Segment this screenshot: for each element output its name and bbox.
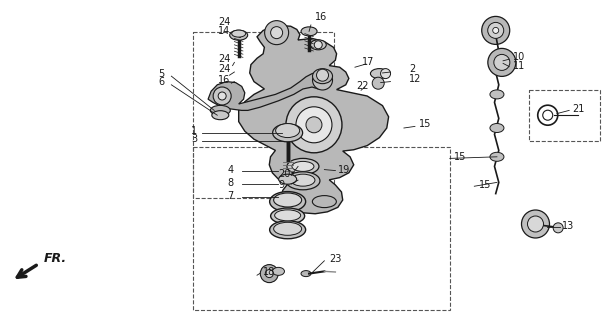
Text: 13: 13 bbox=[562, 220, 574, 231]
Ellipse shape bbox=[271, 208, 305, 224]
Circle shape bbox=[528, 216, 543, 232]
Polygon shape bbox=[239, 26, 389, 214]
Ellipse shape bbox=[490, 90, 504, 99]
Ellipse shape bbox=[292, 161, 314, 172]
Text: 21: 21 bbox=[572, 104, 584, 114]
Circle shape bbox=[372, 77, 384, 89]
Text: 12: 12 bbox=[409, 74, 421, 84]
Text: 10: 10 bbox=[513, 52, 525, 62]
Text: 15: 15 bbox=[419, 119, 431, 129]
Circle shape bbox=[213, 87, 231, 105]
Ellipse shape bbox=[230, 30, 248, 40]
Ellipse shape bbox=[270, 192, 305, 212]
Ellipse shape bbox=[278, 174, 297, 184]
Ellipse shape bbox=[211, 105, 230, 116]
Ellipse shape bbox=[301, 27, 317, 36]
Ellipse shape bbox=[312, 196, 337, 208]
Circle shape bbox=[494, 54, 510, 70]
Ellipse shape bbox=[275, 124, 300, 138]
Circle shape bbox=[314, 41, 323, 49]
Circle shape bbox=[521, 210, 550, 238]
Circle shape bbox=[381, 68, 390, 79]
Text: 11: 11 bbox=[513, 61, 525, 71]
Ellipse shape bbox=[310, 40, 326, 50]
Text: 19: 19 bbox=[338, 164, 350, 175]
Circle shape bbox=[482, 16, 510, 44]
Text: 6: 6 bbox=[158, 76, 164, 87]
Text: 24: 24 bbox=[218, 64, 230, 74]
Circle shape bbox=[488, 48, 516, 76]
Ellipse shape bbox=[313, 69, 332, 84]
Circle shape bbox=[271, 27, 283, 39]
Ellipse shape bbox=[274, 222, 302, 235]
Text: 4: 4 bbox=[228, 164, 234, 175]
Ellipse shape bbox=[490, 124, 504, 132]
Ellipse shape bbox=[232, 30, 245, 37]
Text: 24: 24 bbox=[218, 17, 230, 27]
Circle shape bbox=[286, 97, 342, 153]
Text: 7: 7 bbox=[228, 191, 234, 201]
Text: 17: 17 bbox=[362, 57, 375, 68]
Circle shape bbox=[218, 92, 226, 100]
Ellipse shape bbox=[212, 111, 229, 120]
Text: 8: 8 bbox=[228, 178, 234, 188]
Text: 22: 22 bbox=[356, 81, 368, 91]
Circle shape bbox=[543, 110, 553, 120]
Ellipse shape bbox=[490, 152, 504, 161]
Text: 24: 24 bbox=[218, 54, 230, 64]
Text: 23: 23 bbox=[329, 254, 341, 264]
Ellipse shape bbox=[287, 158, 319, 174]
Circle shape bbox=[538, 105, 558, 125]
Text: 15: 15 bbox=[479, 180, 491, 190]
Ellipse shape bbox=[274, 193, 302, 207]
Text: 5: 5 bbox=[158, 68, 164, 79]
Ellipse shape bbox=[272, 124, 303, 142]
Text: 1: 1 bbox=[191, 125, 197, 136]
Text: 18: 18 bbox=[263, 267, 275, 277]
Text: 15: 15 bbox=[454, 152, 466, 162]
Circle shape bbox=[260, 265, 278, 283]
Text: 9: 9 bbox=[278, 180, 285, 190]
Text: FR.: FR. bbox=[43, 252, 67, 265]
Text: 14: 14 bbox=[218, 26, 230, 36]
Circle shape bbox=[265, 269, 274, 278]
Text: 16: 16 bbox=[315, 12, 327, 22]
Text: 16: 16 bbox=[218, 75, 230, 85]
Ellipse shape bbox=[370, 68, 389, 79]
Text: 3: 3 bbox=[191, 134, 197, 144]
Ellipse shape bbox=[286, 172, 320, 190]
Circle shape bbox=[553, 223, 563, 233]
Circle shape bbox=[313, 70, 332, 90]
Circle shape bbox=[264, 20, 289, 44]
Text: 2: 2 bbox=[409, 64, 415, 74]
Ellipse shape bbox=[272, 268, 285, 275]
Ellipse shape bbox=[301, 271, 311, 276]
Polygon shape bbox=[208, 72, 330, 110]
Circle shape bbox=[296, 107, 332, 143]
Text: 20: 20 bbox=[278, 169, 291, 180]
Ellipse shape bbox=[291, 174, 315, 186]
Circle shape bbox=[306, 117, 322, 133]
Circle shape bbox=[488, 22, 504, 38]
Ellipse shape bbox=[275, 210, 300, 221]
Circle shape bbox=[493, 28, 499, 33]
Circle shape bbox=[316, 69, 329, 81]
Ellipse shape bbox=[270, 221, 305, 239]
